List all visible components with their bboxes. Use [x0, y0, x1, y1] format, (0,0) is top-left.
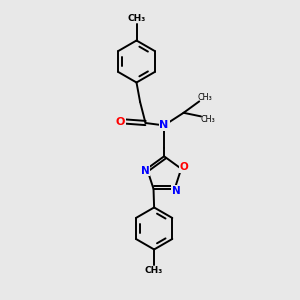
- Text: CH₃: CH₃: [197, 93, 212, 102]
- Text: O: O: [116, 116, 125, 127]
- Text: N: N: [172, 186, 181, 196]
- Text: CH₃: CH₃: [200, 115, 215, 124]
- Text: CH₃: CH₃: [145, 266, 163, 275]
- Text: CH₃: CH₃: [128, 14, 146, 23]
- Text: N: N: [141, 166, 150, 176]
- Text: O: O: [180, 162, 189, 172]
- Text: N: N: [160, 120, 169, 130]
